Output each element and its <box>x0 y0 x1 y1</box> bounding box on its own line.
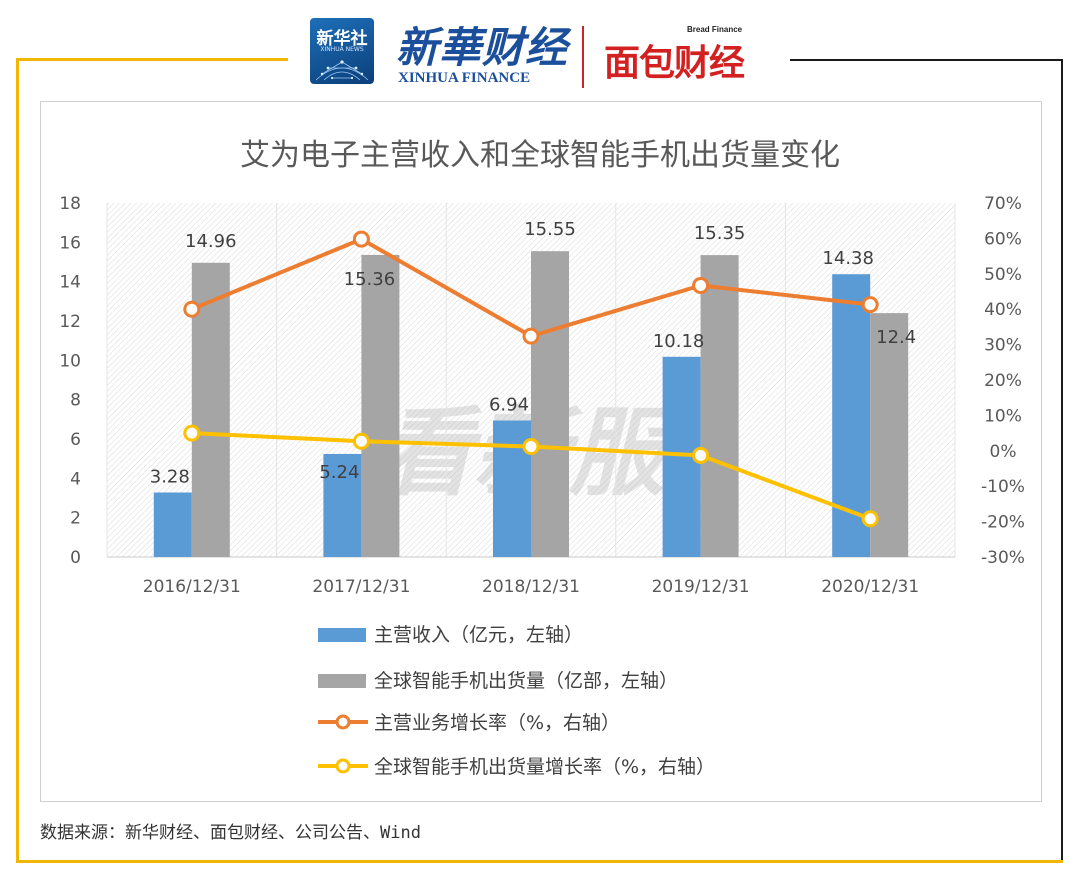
shipment-value-label: 14.96 <box>185 231 237 252</box>
shipment-value-label: 15.36 <box>344 269 396 290</box>
bar-revenue <box>153 492 192 557</box>
point-shipment-growth <box>692 446 710 464</box>
y-right-tick-label: 40% <box>984 300 1022 320</box>
point-shipment-growth <box>183 424 201 442</box>
revenue-value-label: 6.94 <box>489 395 529 416</box>
frame-top-left-rule <box>16 58 288 61</box>
y-right-tick-label: 60% <box>984 229 1022 249</box>
legend-label-revenue-growth: 主营业务增长率（%，右轴） <box>374 712 621 734</box>
frame-top-right-rule <box>790 59 1063 61</box>
revenue-value-label: 10.18 <box>653 331 705 352</box>
y-right-tick-label: 20% <box>984 371 1022 391</box>
y-right-tick-label: 10% <box>984 406 1022 426</box>
xinhua-finance-logo-en: XINHUA FINANCE <box>398 70 531 86</box>
revenue-value-label: 3.28 <box>150 466 190 487</box>
legend-item-shipment: 全球智能手机出货量（亿部，左轴） <box>318 664 838 694</box>
point-revenue-growth <box>692 276 710 294</box>
bar-shipment <box>361 254 400 558</box>
xinhua-badge-cn: 新华社 <box>316 29 368 49</box>
legend-item-revenue: 主营收入（亿元，左轴） <box>318 618 838 648</box>
legend-item-revenue-growth: 主营业务增长率（%，右轴） <box>318 706 838 736</box>
frame-right-rule <box>1061 59 1063 863</box>
xinhua-finance-logo-cn: 新華财经 <box>396 23 569 72</box>
revenue-value-label: 5.24 <box>319 462 359 483</box>
x-category-label: 2016/12/31 <box>143 577 241 597</box>
point-revenue-growth <box>183 300 201 318</box>
shipment-value-label: 12.4 <box>876 327 916 348</box>
y-left-tick-label: 8 <box>70 391 81 411</box>
bar-revenue <box>323 453 362 557</box>
point-revenue-growth <box>352 230 370 248</box>
shipment-value-label: 15.35 <box>694 223 746 244</box>
y-left-tick-label: 4 <box>70 469 81 489</box>
legend-swatch-revenue-growth <box>318 714 368 730</box>
y-right-tick-label: 70% <box>984 194 1022 214</box>
legend-label-revenue: 主营收入（亿元，左轴） <box>374 624 584 646</box>
y-left-tick-label: 18 <box>59 194 81 214</box>
legend-swatch-shipment-growth <box>318 758 368 774</box>
bread-finance-logo-en: Bread Finance <box>687 25 743 34</box>
logo-divider <box>582 26 584 88</box>
x-category-label: 2018/12/31 <box>482 577 580 597</box>
point-shipment-growth <box>861 510 879 528</box>
data-source-note: 数据来源：新华财经、面包财经、公司公告、Wind <box>40 823 421 843</box>
bar-shipment <box>700 255 739 557</box>
legend-label-shipment-growth: 全球智能手机出货量增长率（%，右轴） <box>374 756 716 778</box>
xinhua-news-logo: 新华社 XINHUA NEWS <box>310 18 374 84</box>
y-right-tick-label: 30% <box>984 336 1022 356</box>
x-category-label: 2020/12/31 <box>821 577 919 597</box>
y-left-tick-label: 14 <box>59 273 81 293</box>
bread-finance-logo-cn: 面包财经 <box>604 43 745 84</box>
x-category-label: 2019/12/31 <box>652 577 750 597</box>
point-revenue-growth <box>861 296 879 314</box>
point-shipment-growth <box>352 432 370 450</box>
y-left-tick-label: 6 <box>70 430 81 450</box>
y-right-tick-label: -20% <box>981 513 1025 533</box>
globe-network-icon <box>315 60 369 81</box>
legend-swatch-revenue <box>318 628 366 642</box>
bar-shipment <box>531 251 569 557</box>
shipment-value-label: 15.55 <box>524 219 576 240</box>
y-right-tick-label: -30% <box>981 548 1025 568</box>
y-right-tick-label: 0% <box>990 442 1017 462</box>
y-left-tick-label: 16 <box>59 233 81 253</box>
xinhua-badge-en: XINHUA NEWS <box>320 46 364 53</box>
legend-item-shipment-growth: 全球智能手机出货量增长率（%，右轴） <box>318 750 838 780</box>
y-left-tick-label: 10 <box>59 351 81 371</box>
frame-left-rule <box>16 58 19 862</box>
y-left-tick-label: 0 <box>70 548 81 568</box>
legend-label-shipment: 全球智能手机出货量（亿部，左轴） <box>374 670 679 692</box>
x-category-label: 2017/12/31 <box>312 577 410 597</box>
point-revenue-growth <box>522 327 540 345</box>
chart-title: 艾为电子主营收入和全球智能手机出货量变化 <box>240 138 840 173</box>
y-right-tick-label: 50% <box>984 265 1022 285</box>
y-left-tick-label: 12 <box>59 312 81 332</box>
y-right-tick-label: -10% <box>981 477 1025 497</box>
legend-swatch-shipment <box>318 674 366 688</box>
frame-bottom-rule <box>16 860 1063 863</box>
y-left-tick-label: 2 <box>70 509 81 529</box>
revenue-value-label: 14.38 <box>822 248 874 269</box>
point-shipment-growth <box>522 438 540 456</box>
